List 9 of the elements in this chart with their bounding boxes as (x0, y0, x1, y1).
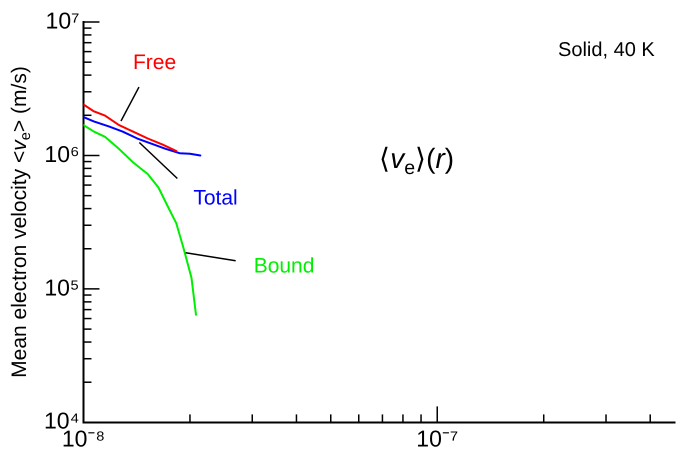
y-tick-label: 10⁶ (44, 140, 80, 167)
y-tick-label: 10⁷ (46, 7, 80, 34)
text: Free (132, 50, 176, 74)
text: Bound (254, 254, 314, 278)
series-label: Total (193, 186, 238, 210)
y-tick-label: 10⁵ (44, 274, 80, 300)
annotation: ⟨v$_{e}$⟩(r) (379, 142, 454, 178)
x-tick-label: 10⁻⁷ (416, 426, 458, 452)
annotation: Solid, 40 K (558, 38, 655, 62)
